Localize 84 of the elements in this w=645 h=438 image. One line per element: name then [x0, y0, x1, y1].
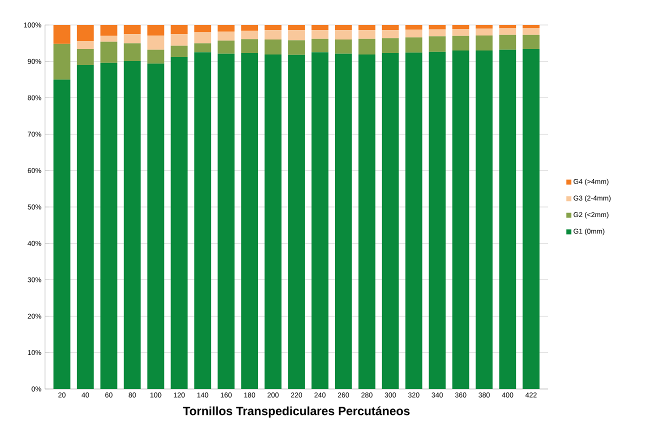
- bar: [76, 65, 94, 389]
- bar: [405, 24, 422, 30]
- bar: [476, 28, 493, 36]
- bar: [170, 24, 188, 34]
- bar: [405, 37, 422, 53]
- bar: [53, 44, 70, 80]
- bar: [452, 24, 470, 29]
- bar: [358, 30, 376, 39]
- bar: [476, 24, 493, 29]
- bar: [218, 40, 235, 54]
- bar: [76, 41, 94, 50]
- bar: [428, 52, 446, 389]
- bar: [522, 24, 540, 28]
- bar: [334, 24, 352, 30]
- bar: [358, 24, 376, 30]
- bar: [147, 64, 164, 389]
- bar: [312, 52, 328, 389]
- bar: [170, 34, 188, 46]
- bar: [476, 36, 493, 50]
- bar: [100, 24, 118, 36]
- bar: [76, 24, 94, 42]
- bar: [124, 24, 141, 34]
- bar: [382, 53, 399, 389]
- bar: [194, 24, 212, 32]
- bar: [124, 61, 141, 389]
- bar: [264, 30, 282, 40]
- bar: [382, 38, 399, 54]
- bar: [312, 24, 328, 30]
- bar: [334, 30, 352, 40]
- bar: [241, 53, 258, 389]
- bar: [499, 50, 516, 389]
- bar: [194, 52, 212, 389]
- bar: [241, 30, 258, 40]
- bar: [218, 24, 235, 32]
- bar: [53, 24, 70, 44]
- bar: [405, 52, 422, 389]
- bar: [100, 42, 118, 63]
- bar: [218, 32, 235, 41]
- bar: [452, 28, 470, 36]
- bar: [100, 36, 118, 42]
- bar: [428, 24, 446, 30]
- bar: [452, 50, 470, 389]
- bar: [288, 54, 305, 389]
- bar: [100, 62, 118, 389]
- bar: [124, 43, 141, 62]
- bar: [76, 49, 94, 66]
- bar: [288, 30, 305, 40]
- bar: [194, 43, 212, 52]
- bar: [312, 38, 328, 52]
- bar: [522, 28, 540, 35]
- bar: [428, 36, 446, 52]
- bar: [312, 30, 328, 39]
- bar: [499, 24, 516, 28]
- bar: [264, 24, 282, 30]
- bar: [147, 36, 164, 50]
- bar: [358, 54, 376, 389]
- bar: [522, 34, 540, 50]
- bar: [476, 50, 493, 389]
- bar: [382, 30, 399, 38]
- bar: [218, 54, 235, 389]
- bar: [382, 24, 399, 30]
- bar: [147, 50, 164, 64]
- bar: [452, 36, 470, 50]
- bar: [358, 38, 376, 54]
- bar: [499, 34, 516, 50]
- bar: [428, 29, 446, 36]
- bar: [241, 24, 258, 31]
- x-axis-title: Tornillos Transpediculares Percutáneos: [183, 406, 410, 418]
- bar: [264, 40, 282, 54]
- bar: [288, 40, 305, 55]
- bar: [288, 24, 305, 30]
- bar: [334, 40, 352, 54]
- bar: [170, 46, 188, 58]
- bar: [241, 39, 258, 54]
- bar: [499, 28, 516, 35]
- bar: [170, 57, 188, 389]
- bar: [522, 49, 540, 389]
- bar: [264, 54, 282, 389]
- bar: [194, 32, 212, 44]
- bar: [405, 30, 422, 38]
- bar: [124, 34, 141, 44]
- bar: [53, 80, 70, 389]
- bar: [334, 54, 352, 389]
- bar: [147, 24, 164, 36]
